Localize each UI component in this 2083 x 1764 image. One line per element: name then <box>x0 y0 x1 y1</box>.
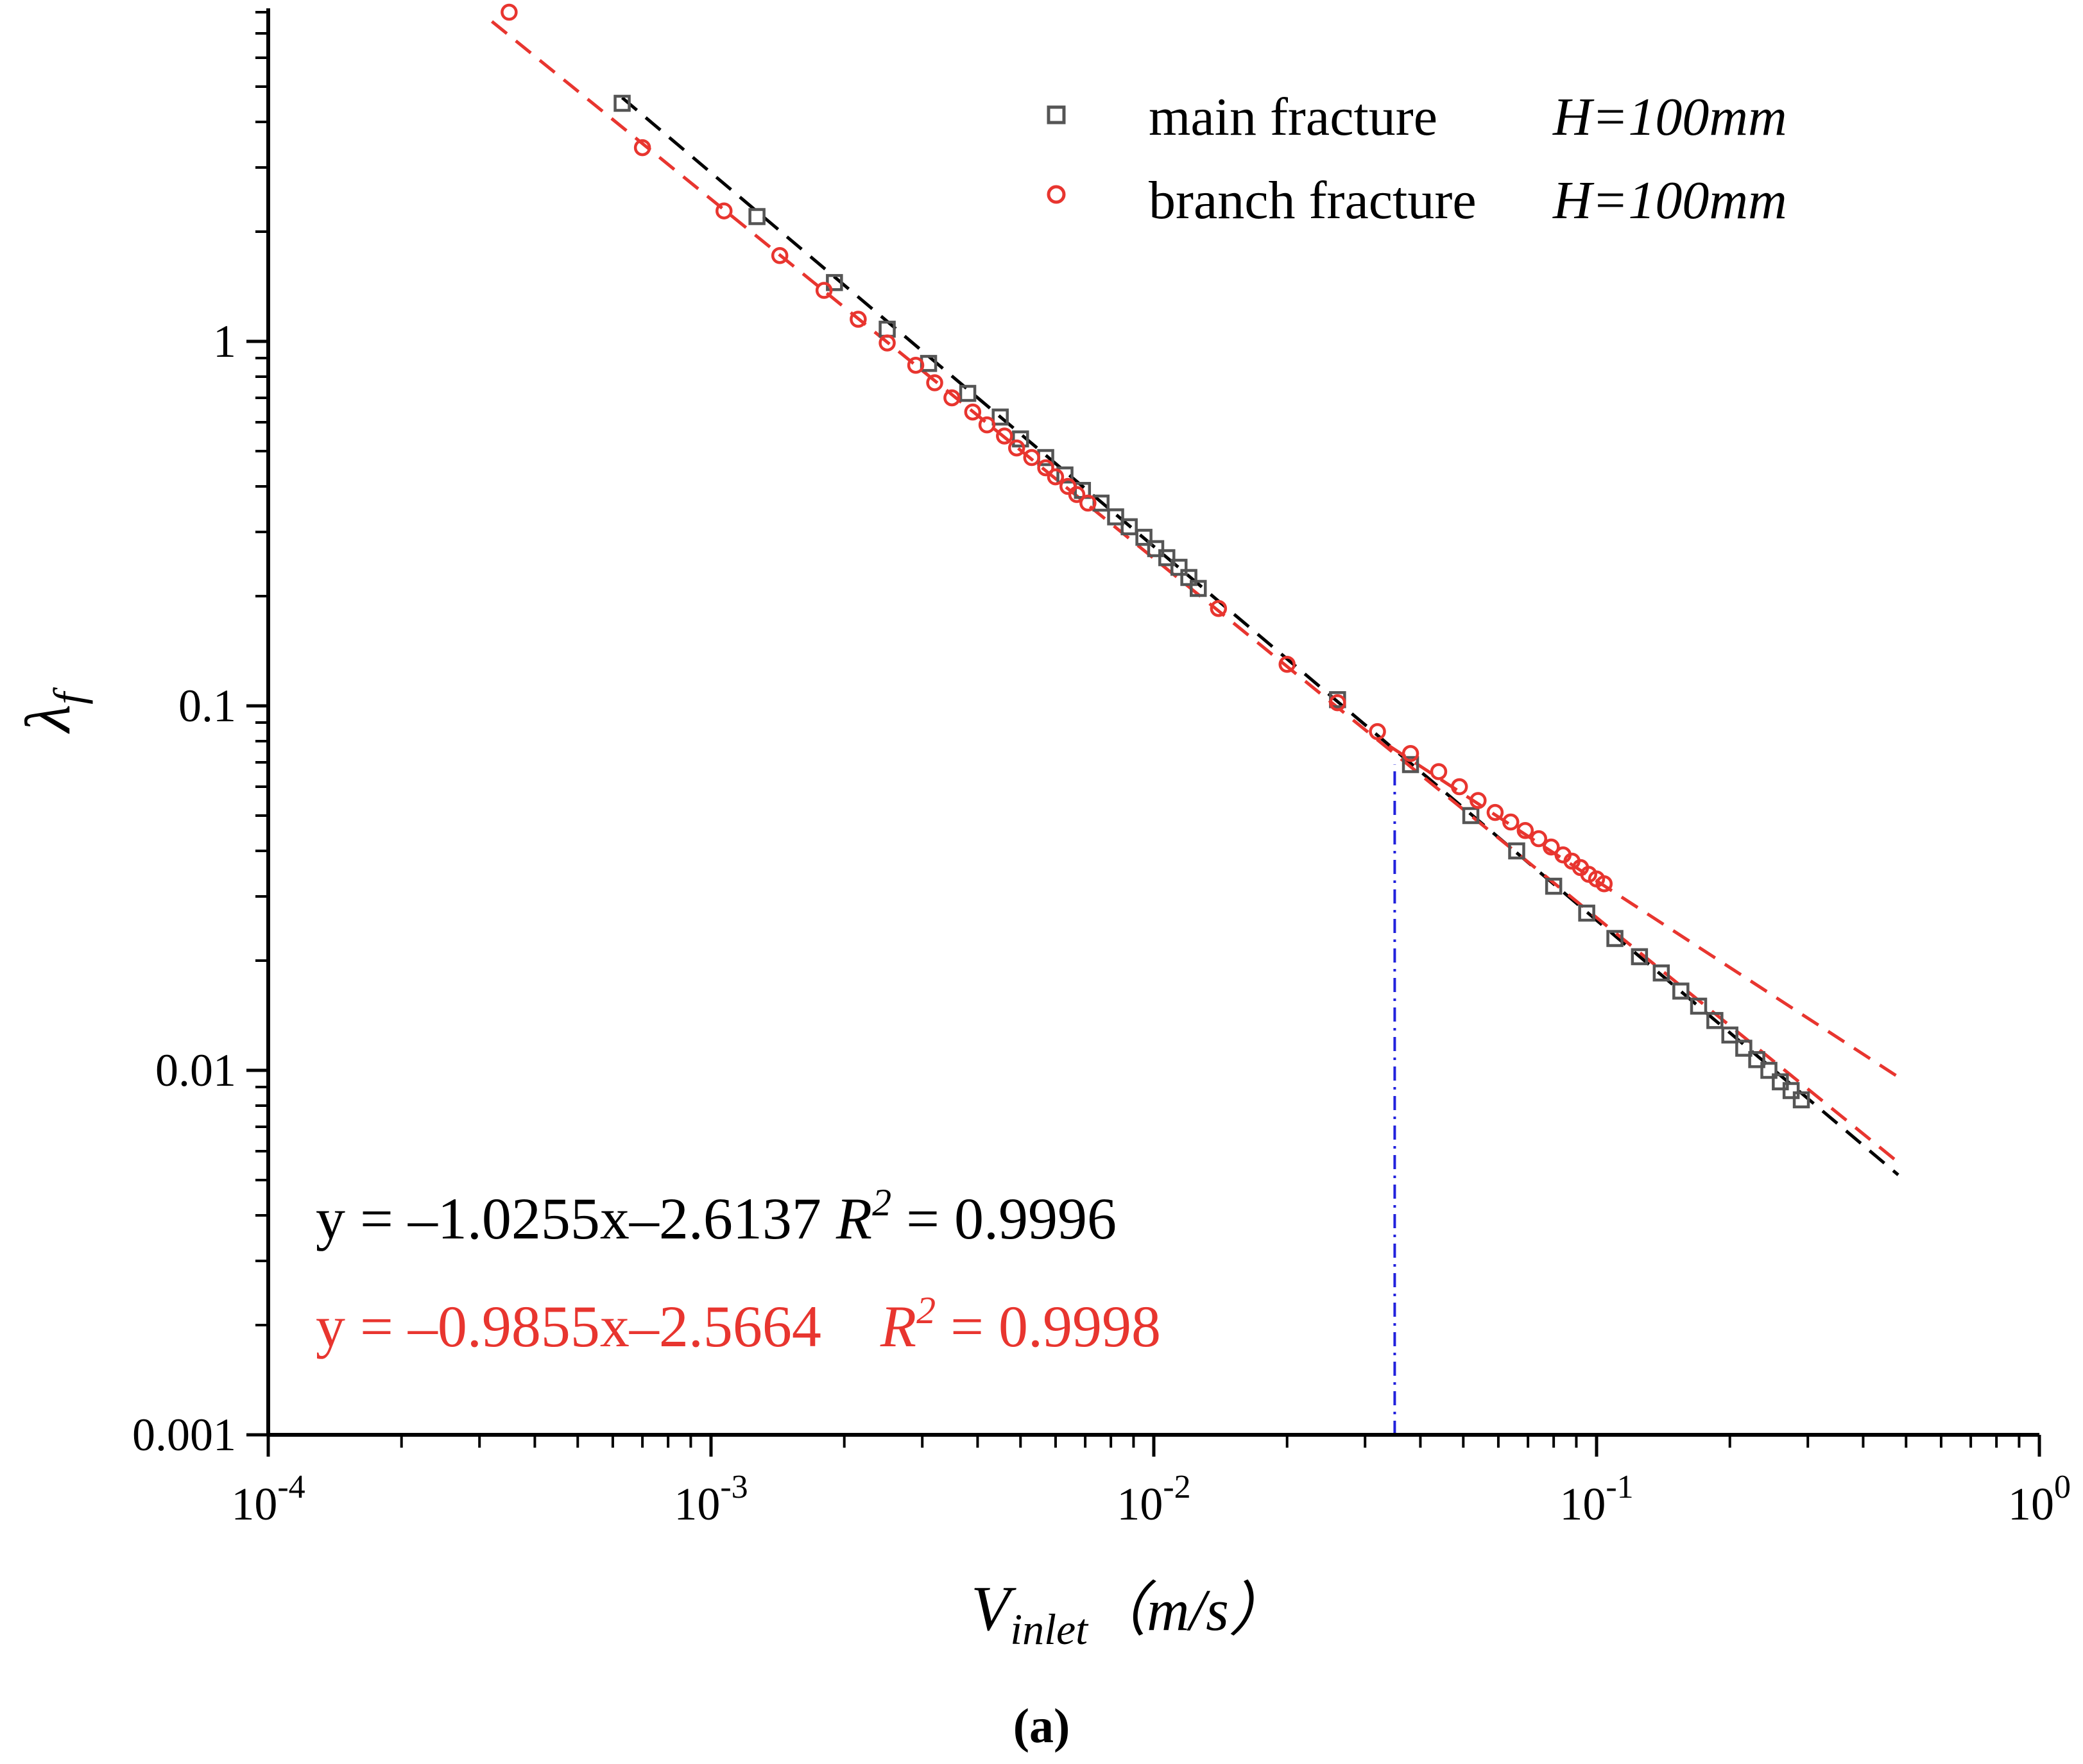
y-tick-label: 0.1 <box>178 680 236 732</box>
legend-label-main-fracture: main fracture <box>1149 87 1437 147</box>
point-branch-fracture <box>1037 459 1054 477</box>
point-branch-fracture <box>1470 792 1487 809</box>
point-main-fracture <box>1107 508 1124 526</box>
fit-line-branch-fit-high <box>1388 744 1899 1079</box>
figure-caption: (a) <box>1013 1699 1070 1753</box>
point-main-fracture <box>1170 558 1188 576</box>
x-tick-labels: 10-4 10-3 10-2 10-1 100 <box>231 1469 2071 1530</box>
point-main-fracture <box>1012 430 1029 448</box>
point-branch-fracture <box>879 334 896 352</box>
equation-main-fracture: y = –1.0255x–2.6137 R2 = 0.9996 <box>316 1181 1117 1251</box>
point-main-fracture <box>1706 1012 1724 1029</box>
point-main-fracture <box>1735 1040 1753 1057</box>
point-branch-fracture <box>978 416 996 434</box>
legend-marker-branch-fracture <box>1047 185 1066 204</box>
point-main-fracture <box>1690 997 1708 1015</box>
point-branch-fracture <box>1023 449 1041 467</box>
point-main-fracture <box>1120 518 1138 536</box>
point-branch-fracture <box>907 356 925 374</box>
point-branch-fracture <box>1278 656 1296 673</box>
point-branch-fracture <box>716 202 733 219</box>
point-branch-fracture <box>850 311 867 328</box>
point-main-fracture <box>1782 1082 1800 1099</box>
y-tick-label: 1 <box>213 316 236 367</box>
point-main-fracture <box>1606 930 1624 947</box>
point-main-fracture <box>1672 982 1690 1000</box>
point-main-fracture <box>1792 1091 1810 1109</box>
legend-param-main-fracture: H=100mm <box>1552 87 1787 147</box>
equation-branch-fracture: y = –0.9855x–2.5664 R2 = 0.9998 <box>316 1289 1161 1359</box>
point-main-fracture <box>1772 1073 1789 1091</box>
point-main-fracture <box>1578 904 1595 922</box>
point-main-fracture <box>1760 1061 1778 1079</box>
legend-param-branch-fracture: H=100mm <box>1552 171 1787 230</box>
point-branch-fracture <box>1450 778 1468 796</box>
point-main-fracture <box>1748 1051 1765 1068</box>
point-branch-fracture <box>1068 486 1086 503</box>
point-branch-fracture <box>1329 694 1346 712</box>
point-branch-fracture <box>633 139 651 157</box>
x-tick-label: 10-1 <box>1559 1469 1633 1530</box>
point-main-fracture <box>1180 569 1197 587</box>
point-main-fracture <box>613 94 631 112</box>
point-main-fracture <box>748 208 766 225</box>
x-axis-title: Vinlet（m/s） <box>971 1573 1288 1654</box>
point-branch-fracture <box>926 374 943 391</box>
legend-label-branch-fracture: branch fracture <box>1149 171 1477 230</box>
point-branch-fracture <box>1530 830 1548 848</box>
point-main-fracture <box>1462 807 1480 825</box>
x-tick-marks <box>266 1435 2041 1457</box>
point-branch-fracture <box>1516 821 1534 839</box>
point-branch-fracture <box>1007 439 1025 457</box>
point-branch-fracture <box>771 246 789 264</box>
x-tick-label: 10-3 <box>674 1469 748 1530</box>
point-main-fracture <box>1631 948 1649 966</box>
point-branch-fracture <box>1402 745 1419 762</box>
point-branch-fracture <box>996 427 1013 445</box>
point-main-fracture <box>1402 756 1419 773</box>
point-main-fracture <box>1190 579 1207 597</box>
point-branch-fracture <box>1047 468 1065 486</box>
point-branch-fracture <box>1486 803 1504 821</box>
point-main-fracture <box>1056 466 1074 484</box>
point-branch-fracture <box>501 3 518 21</box>
y-axis-title: λf <box>12 687 93 734</box>
y-tick-labels: 0.001 0.01 0.1 1 <box>132 316 236 1460</box>
point-main-fracture <box>1545 877 1563 895</box>
point-main-fracture <box>1147 540 1165 558</box>
y-tick-label: 0.01 <box>155 1045 236 1096</box>
x-tick-label: 10-4 <box>231 1469 305 1530</box>
y-tick-label: 0.001 <box>132 1409 236 1460</box>
point-main-fracture <box>1158 549 1176 567</box>
x-tick-label: 100 <box>2008 1469 2071 1530</box>
point-branch-fracture <box>1543 838 1560 856</box>
legend: main fracture H=100mm branch fracture H=… <box>1047 87 1787 230</box>
point-branch-fracture <box>815 282 833 299</box>
point-branch-fracture <box>1210 599 1228 617</box>
point-main-fracture <box>1135 529 1153 546</box>
point-branch-fracture <box>1430 763 1448 780</box>
point-main-fracture <box>826 274 843 291</box>
point-branch-fracture <box>943 389 961 407</box>
point-main-fracture <box>959 384 977 402</box>
point-branch-fracture <box>1502 813 1520 831</box>
point-main-fracture <box>1721 1026 1738 1044</box>
fit-line-main-fit-low <box>621 96 1899 1176</box>
point-branch-fracture <box>1595 875 1613 893</box>
point-branch-fracture <box>964 403 982 421</box>
fit-line-branch-fit-low <box>490 20 1899 1164</box>
point-branch-fracture <box>1079 494 1097 512</box>
point-main-fracture <box>1508 842 1525 860</box>
point-branch-fracture <box>1369 723 1386 741</box>
point-main-fracture <box>1652 964 1670 982</box>
plot-layer <box>490 3 1899 1435</box>
point-main-fracture <box>991 408 1009 426</box>
legend-marker-main-fracture <box>1047 105 1066 124</box>
y-tick-marks <box>246 11 268 1437</box>
x-tick-label: 10-2 <box>1117 1469 1190 1530</box>
